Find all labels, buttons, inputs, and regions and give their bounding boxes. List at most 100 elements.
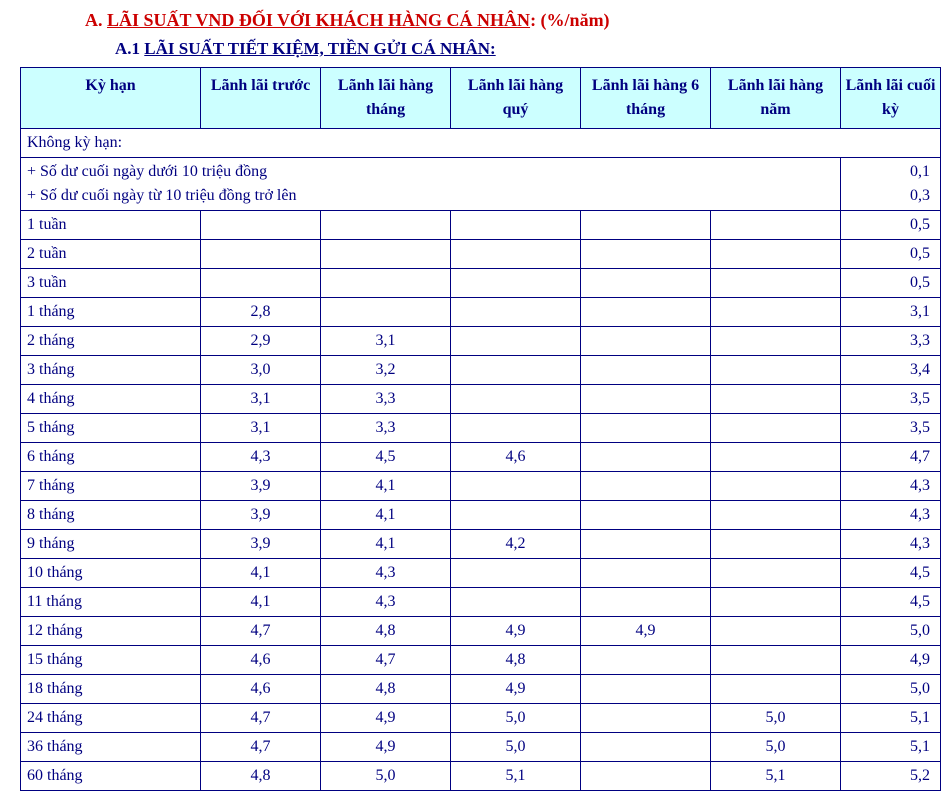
- cell-value: 4,6: [201, 646, 321, 675]
- cell-value: [451, 356, 581, 385]
- cell-term: 4 tháng: [21, 385, 201, 414]
- cell-value: [451, 327, 581, 356]
- cell-value: 5,0: [451, 704, 581, 733]
- table-row: 24 tháng4,74,95,05,05,1: [21, 704, 941, 733]
- cell-value: 0,5: [841, 269, 941, 298]
- cell-value: 4,9: [581, 617, 711, 646]
- cell-value: 5,1: [451, 762, 581, 791]
- cell-value: [581, 356, 711, 385]
- cell-value: 4,5: [841, 588, 941, 617]
- col-prepaid: Lãnh lãi trước: [201, 68, 321, 129]
- cell-value: 3,5: [841, 414, 941, 443]
- cell-value: 5,0: [711, 704, 841, 733]
- cell-term: 9 tháng: [21, 530, 201, 559]
- no-term-label-row: Không kỳ hạn:: [21, 129, 941, 158]
- cell-term: 11 tháng: [21, 588, 201, 617]
- table-row: 8 tháng3,94,14,3: [21, 501, 941, 530]
- cell-value: 5,1: [711, 762, 841, 791]
- col-term: Kỳ hạn: [21, 68, 201, 129]
- cell-value: 3,9: [201, 530, 321, 559]
- table-row: 3 tuần0,5: [21, 269, 941, 298]
- cell-value: [581, 530, 711, 559]
- cell-value: 4,3: [321, 559, 451, 588]
- cell-value: 5,0: [841, 675, 941, 704]
- cell-term: 2 tháng: [21, 327, 201, 356]
- cell-value: 3,2: [321, 356, 451, 385]
- cell-value: 5,0: [711, 733, 841, 762]
- cell-value: [321, 240, 451, 269]
- table-row: 1 tháng2,83,1: [21, 298, 941, 327]
- cell-value: 5,1: [841, 733, 941, 762]
- cell-value: 4,1: [321, 530, 451, 559]
- cell-value: 3,0: [201, 356, 321, 385]
- cell-value: 4,9: [321, 704, 451, 733]
- cell-value: 4,7: [841, 443, 941, 472]
- table-header-row: Kỳ hạn Lãnh lãi trước Lãnh lãi hàng thán…: [21, 68, 941, 129]
- cell-value: [711, 675, 841, 704]
- cell-value: 3,3: [841, 327, 941, 356]
- section-a-title: LÃI SUẤT VND ĐỐI VỚI KHÁCH HÀNG CÁ NHÂN: [107, 10, 530, 30]
- table-row: 3 tháng3,03,23,4: [21, 356, 941, 385]
- cell-term: 36 tháng: [21, 733, 201, 762]
- cell-value: 4,9: [451, 617, 581, 646]
- cell-value: [201, 240, 321, 269]
- cell-value: 4,8: [201, 762, 321, 791]
- cell-value: 3,1: [841, 298, 941, 327]
- no-term-note-value: 0,1: [847, 160, 930, 184]
- cell-value: [711, 211, 841, 240]
- cell-value: 5,0: [321, 762, 451, 791]
- cell-value: 3,9: [201, 501, 321, 530]
- cell-value: [711, 646, 841, 675]
- cell-value: 0,5: [841, 240, 941, 269]
- cell-term: 24 tháng: [21, 704, 201, 733]
- cell-value: [711, 385, 841, 414]
- cell-value: 4,3: [201, 443, 321, 472]
- cell-value: 3,3: [321, 414, 451, 443]
- cell-term: 12 tháng: [21, 617, 201, 646]
- cell-value: 5,0: [841, 617, 941, 646]
- cell-value: 0,5: [841, 211, 941, 240]
- cell-value: [451, 211, 581, 240]
- table-row: 60 tháng4,85,05,15,15,2: [21, 762, 941, 791]
- cell-value: [451, 385, 581, 414]
- cell-value: [581, 327, 711, 356]
- cell-value: [321, 211, 451, 240]
- section-a1-heading: A.1 LÃI SUẤT TIẾT KIỆM, TIỀN GỬI CÁ NHÂN…: [115, 39, 935, 59]
- cell-value: 4,3: [841, 472, 941, 501]
- cell-value: [581, 501, 711, 530]
- cell-value: [451, 472, 581, 501]
- cell-value: 4,3: [841, 501, 941, 530]
- cell-value: [451, 588, 581, 617]
- no-term-note-value: 0,3: [847, 184, 930, 208]
- no-term-notes-row: + Số dư cuối ngày dưới 10 triệu đồng+ Số…: [21, 158, 941, 211]
- cell-value: [711, 269, 841, 298]
- cell-value: 4,6: [201, 675, 321, 704]
- cell-value: 4,1: [201, 588, 321, 617]
- cell-value: [201, 269, 321, 298]
- col-semiannual: Lãnh lãi hàng 6 tháng: [581, 68, 711, 129]
- cell-value: 4,7: [201, 704, 321, 733]
- cell-value: [711, 356, 841, 385]
- table-row: 2 tuần 0,5: [21, 240, 941, 269]
- table-row: 2 tháng2,93,13,3: [21, 327, 941, 356]
- cell-term: 60 tháng: [21, 762, 201, 791]
- cell-value: [711, 327, 841, 356]
- cell-value: 3,1: [201, 414, 321, 443]
- cell-value: 4,3: [841, 530, 941, 559]
- table-row: 10 tháng4,14,34,5: [21, 559, 941, 588]
- cell-value: [711, 298, 841, 327]
- cell-value: 5,1: [841, 704, 941, 733]
- cell-value: 4,7: [201, 733, 321, 762]
- section-a-heading: A. LÃI SUẤT VND ĐỐI VỚI KHÁCH HÀNG CÁ NH…: [85, 10, 935, 31]
- cell-value: 4,5: [321, 443, 451, 472]
- table-row: 36 tháng4,74,95,05,05,1: [21, 733, 941, 762]
- cell-value: 4,9: [321, 733, 451, 762]
- cell-term: 10 tháng: [21, 559, 201, 588]
- cell-value: 4,7: [321, 646, 451, 675]
- cell-value: 2,8: [201, 298, 321, 327]
- cell-value: [581, 675, 711, 704]
- no-term-note-line: + Số dư cuối ngày dưới 10 triệu đồng: [27, 160, 834, 184]
- cell-value: 2,9: [201, 327, 321, 356]
- cell-term: 2 tuần: [21, 240, 201, 269]
- cell-value: [581, 385, 711, 414]
